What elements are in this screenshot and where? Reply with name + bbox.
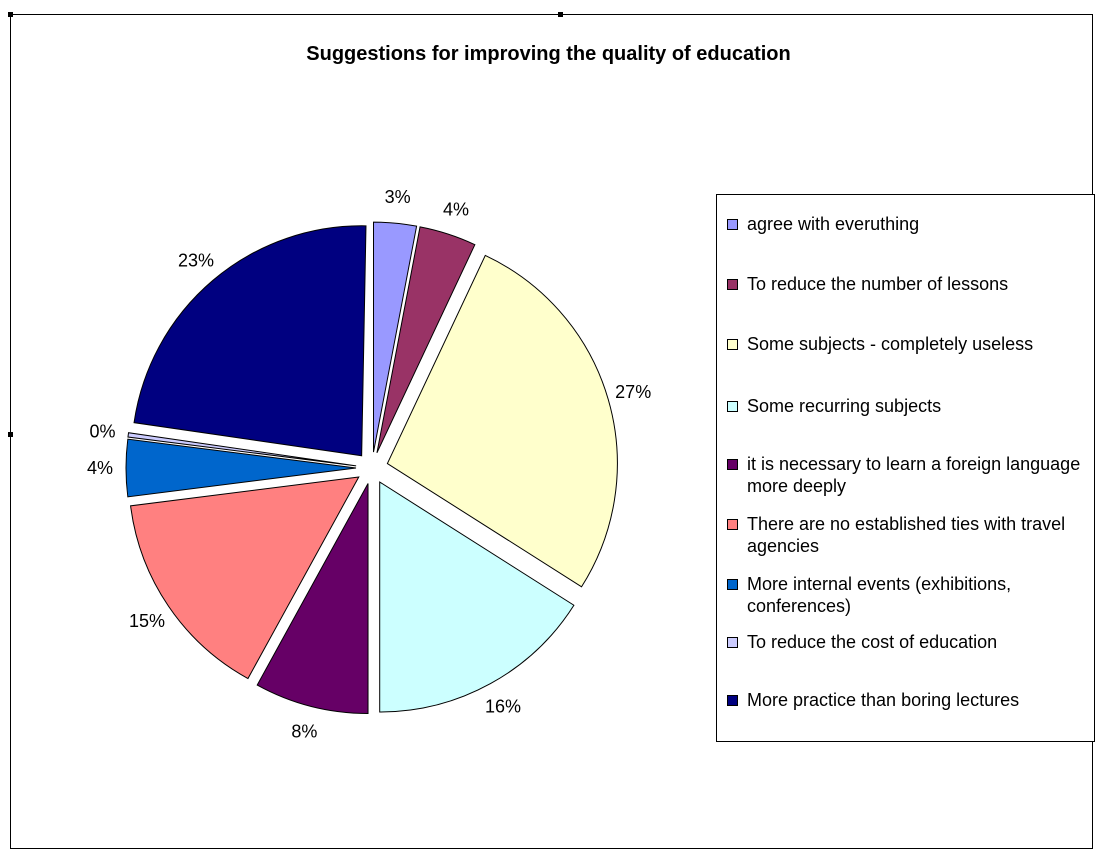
data-label: 4% bbox=[443, 199, 469, 219]
legend-label: More internal events (exhibitions, confe… bbox=[747, 574, 1012, 616]
legend-label: More practice than boring lectures bbox=[747, 690, 1020, 710]
legend-swatch bbox=[727, 695, 738, 706]
legend-label: To reduce the cost of education bbox=[747, 632, 998, 652]
pie-slice-agree-with-everuthing[interactable] bbox=[373, 221, 418, 453]
chart-title: Suggestions for improving the quality of… bbox=[306, 43, 791, 65]
data-label: 8% bbox=[291, 721, 317, 741]
chart-legend: agree with everuthing To reduce the numbe… bbox=[716, 194, 1095, 742]
legend-label: Some subjects - completely useless bbox=[747, 334, 1034, 354]
legend-label: it is necessary to learn a foreign langu… bbox=[747, 454, 1081, 496]
data-label: 3% bbox=[385, 187, 411, 207]
data-label: 16% bbox=[485, 696, 521, 716]
pie-slice-to-reduce-the-cost-of-education[interactable] bbox=[127, 432, 357, 467]
legend-swatch bbox=[727, 519, 738, 530]
legend-label: To reduce the number of lessons bbox=[747, 274, 1009, 294]
legend-swatch bbox=[727, 219, 738, 230]
selection-handle[interactable] bbox=[558, 12, 563, 17]
data-label: 4% bbox=[87, 458, 113, 478]
legend-swatch bbox=[727, 637, 738, 648]
data-label: 15% bbox=[129, 611, 165, 631]
pie-slice-some-subjects-completely-useless[interactable] bbox=[386, 254, 618, 588]
legend-swatch bbox=[727, 459, 738, 470]
pie-slice-more-internal-events-exhibitions-conferences[interactable] bbox=[125, 438, 357, 498]
selection-handle[interactable] bbox=[8, 432, 13, 437]
pie-slice-there-are-no-established-ties-with-travel-agencies[interactable] bbox=[130, 476, 360, 680]
pie-slice-more-practice-than-boring-lectures[interactable] bbox=[133, 225, 367, 457]
pie-slice-some-recurring-subjects[interactable] bbox=[379, 481, 575, 713]
legend-swatch bbox=[727, 579, 738, 590]
legend-label: agree with everuthing bbox=[747, 214, 920, 234]
pie-slice-to-reduce-the-number-of-lessons[interactable] bbox=[376, 226, 476, 453]
legend-swatch bbox=[727, 279, 738, 290]
data-label: 23% bbox=[178, 251, 214, 271]
legend-swatch bbox=[727, 339, 738, 350]
legend-label: Some recurring subjects bbox=[747, 396, 942, 416]
legend-swatch bbox=[727, 401, 738, 412]
pie-slice-it-is-necessary-to-learn-a-foreign-language-more-deeply[interactable] bbox=[256, 483, 369, 714]
data-label: 27% bbox=[615, 382, 651, 402]
data-label: 0% bbox=[89, 421, 115, 441]
selection-handle[interactable] bbox=[8, 12, 13, 17]
legend-label: There are no established ties with trave… bbox=[747, 514, 1066, 556]
